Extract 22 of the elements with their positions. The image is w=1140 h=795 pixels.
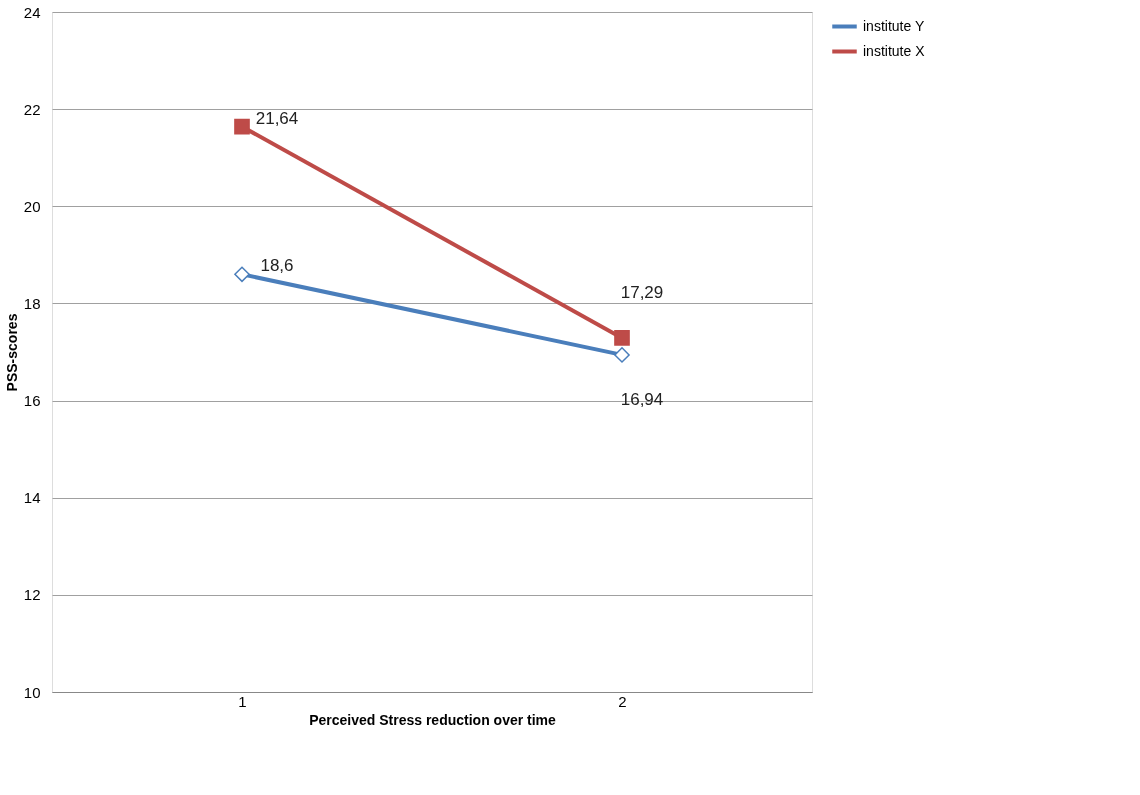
point: [234, 118, 250, 135]
data-label: 18,6: [260, 256, 294, 276]
legend-label: institute Y: [863, 17, 925, 34]
point: [614, 347, 630, 363]
x-tick-label: 1: [238, 692, 247, 710]
y-tick-label: 22: [23, 100, 41, 118]
point: [614, 330, 630, 346]
y-tick-label: 24: [23, 3, 41, 21]
data-label: 17,29: [620, 282, 664, 302]
y-tick-label: 12: [23, 586, 41, 604]
y-tick-label: 16: [23, 392, 41, 410]
y-tick-label: 20: [23, 197, 41, 215]
x-tick-label: 2: [618, 692, 627, 710]
y-tick-label: 18: [23, 294, 41, 312]
data-label: 16,94: [620, 389, 664, 409]
data-label: 21,64: [255, 108, 299, 128]
x-axis-title: Perceived Stress reduction over time: [309, 711, 557, 728]
legend-label: institute X: [863, 42, 926, 59]
point: [234, 266, 250, 283]
y-tick-label: 10: [23, 683, 41, 701]
y-axis-title: PSS-scores: [3, 313, 20, 392]
y-tick-label: 14: [23, 489, 41, 507]
